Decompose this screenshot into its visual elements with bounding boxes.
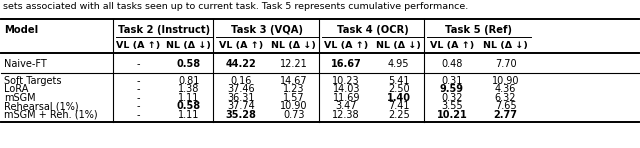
Text: 37.74: 37.74: [227, 101, 255, 111]
Text: VL (A ↑): VL (A ↑): [429, 41, 474, 50]
Text: -: -: [137, 84, 140, 94]
Text: 0.73: 0.73: [283, 110, 305, 120]
Text: 44.22: 44.22: [225, 59, 257, 69]
Text: 5.41: 5.41: [388, 76, 410, 86]
Text: NL (Δ ↓): NL (Δ ↓): [271, 41, 316, 50]
Text: 0.48: 0.48: [441, 59, 463, 69]
Text: 10.21: 10.21: [436, 110, 467, 120]
Text: 9.59: 9.59: [440, 84, 464, 94]
Text: 2.25: 2.25: [388, 110, 410, 120]
Text: 14.67: 14.67: [280, 76, 308, 86]
Text: -: -: [137, 110, 140, 120]
Text: 6.32: 6.32: [495, 93, 516, 103]
Text: 10.90: 10.90: [492, 76, 519, 86]
Text: 1.11: 1.11: [178, 93, 200, 103]
Text: NL (Δ ↓): NL (Δ ↓): [483, 41, 528, 50]
Text: VL (A ↑): VL (A ↑): [116, 41, 161, 50]
Text: 7.65: 7.65: [495, 101, 516, 111]
Text: -: -: [137, 101, 140, 111]
Text: 3.47: 3.47: [335, 101, 357, 111]
Text: 11.69: 11.69: [333, 93, 360, 103]
Text: Task 4 (OCR): Task 4 (OCR): [337, 25, 408, 35]
Text: VL (A ↑): VL (A ↑): [324, 41, 369, 50]
Text: mSGM: mSGM: [4, 93, 36, 103]
Text: 35.28: 35.28: [225, 110, 257, 120]
Text: Task 5 (Ref): Task 5 (Ref): [445, 25, 512, 35]
Text: 0.58: 0.58: [177, 101, 201, 111]
Text: -: -: [137, 59, 140, 69]
Text: 0.58: 0.58: [177, 59, 201, 69]
Text: 4.95: 4.95: [388, 59, 410, 69]
Text: mSGM + Reh. (1%): mSGM + Reh. (1%): [4, 110, 98, 120]
Text: 36.31: 36.31: [227, 93, 255, 103]
Text: 7.70: 7.70: [495, 59, 516, 69]
Text: -: -: [137, 93, 140, 103]
Text: 1.11: 1.11: [178, 110, 200, 120]
Text: 2.50: 2.50: [388, 84, 410, 94]
Text: 1.57: 1.57: [283, 93, 305, 103]
Text: Task 2 (Instruct): Task 2 (Instruct): [118, 25, 210, 35]
Text: -: -: [137, 76, 140, 86]
Text: 7.41: 7.41: [388, 101, 410, 111]
Text: 0.16: 0.16: [230, 76, 252, 86]
Text: 1.38: 1.38: [178, 84, 200, 94]
Text: 10.23: 10.23: [332, 76, 360, 86]
Text: Task 3 (VQA): Task 3 (VQA): [231, 25, 303, 35]
Text: Model: Model: [4, 25, 38, 35]
Text: 2.77: 2.77: [493, 110, 518, 120]
Text: NL (Δ ↓): NL (Δ ↓): [376, 41, 421, 50]
Text: VL (A ↑): VL (A ↑): [219, 41, 263, 50]
Text: 1.40: 1.40: [387, 93, 411, 103]
Text: 16.67: 16.67: [331, 59, 362, 69]
Text: 4.36: 4.36: [495, 84, 516, 94]
Text: 12.38: 12.38: [332, 110, 360, 120]
Text: 10.90: 10.90: [280, 101, 307, 111]
Text: 0.81: 0.81: [178, 76, 200, 86]
Text: LoRA: LoRA: [4, 84, 29, 94]
Text: 37.46: 37.46: [227, 84, 255, 94]
Text: NL (Δ ↓): NL (Δ ↓): [166, 41, 211, 50]
Text: Rehearsal (1%): Rehearsal (1%): [4, 101, 79, 111]
Text: sets associated with all tasks seen up to current task. Task 5 represents cumula: sets associated with all tasks seen up t…: [3, 2, 468, 11]
Text: 14.03: 14.03: [333, 84, 360, 94]
Text: 0.32: 0.32: [441, 93, 463, 103]
Text: Soft Targets: Soft Targets: [4, 76, 62, 86]
Text: Naive-FT: Naive-FT: [4, 59, 47, 69]
Text: 0.31: 0.31: [441, 76, 463, 86]
Text: 3.55: 3.55: [441, 101, 463, 111]
Text: 12.21: 12.21: [280, 59, 308, 69]
Text: 1.23: 1.23: [283, 84, 305, 94]
